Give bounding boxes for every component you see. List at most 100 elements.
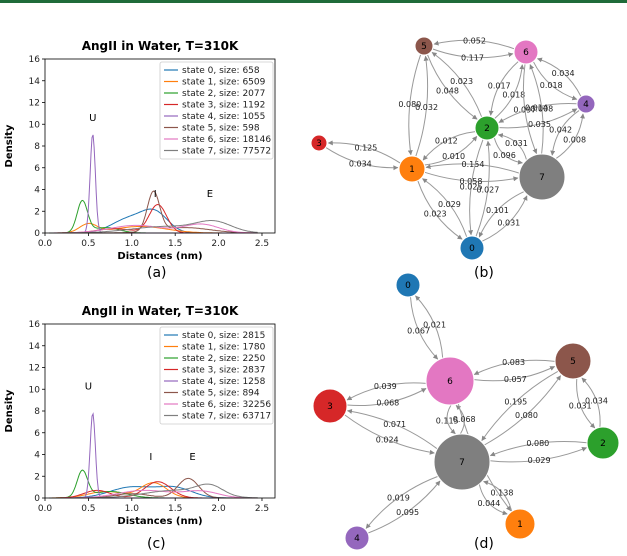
- edge-label: 0.029: [438, 200, 461, 209]
- edge-label: 0.101: [486, 206, 509, 215]
- transition-edge: [478, 484, 508, 516]
- node-label: 0: [405, 281, 411, 291]
- series-line-state-2: [49, 469, 258, 499]
- transition-edge: [498, 102, 577, 123]
- transition-edge: [550, 109, 580, 156]
- series-line-state-2: [49, 199, 258, 234]
- edge-label: 0.080: [398, 100, 421, 109]
- node-label: 6: [523, 48, 529, 58]
- edge-label: 0.048: [436, 87, 459, 96]
- transition-edge: [425, 163, 520, 174]
- caption-b: (b): [474, 265, 494, 281]
- state-annotation: E: [207, 189, 213, 200]
- transition-edge: [432, 48, 514, 59]
- node-label: 3: [316, 139, 322, 149]
- transition-edge: [576, 378, 596, 429]
- chart-title: AngII in Water, T=310K: [82, 39, 239, 53]
- x-tick-label: 0.5: [81, 239, 95, 249]
- transition-edge: [483, 480, 513, 512]
- legend-entry: state 4, size: 1258: [182, 377, 266, 387]
- panel-a: AngII in Water, T=310K 0 2 4 6 8 10 12 14 16 0.0 0.…: [0, 35, 300, 265]
- edge-label: 0.083: [502, 358, 525, 367]
- x-tick-label: 0.5: [81, 504, 95, 514]
- transition-edge: [417, 180, 463, 240]
- panel-b: 0.125 0.034 0.117 0.052 0.032 0.080 0.048 0.023…: [300, 20, 627, 275]
- x-axis-label: Distances (nm): [117, 251, 202, 262]
- top-rule: [0, 0, 627, 3]
- state-node-3: [310, 134, 328, 152]
- edge-label: 0.029: [528, 456, 551, 465]
- x-tick-label: 0.0: [38, 239, 53, 249]
- y-tick-label: 16: [29, 320, 41, 330]
- series-line-state-4: [49, 412, 258, 499]
- state-node-1: [504, 508, 536, 540]
- state-node-4: [576, 94, 596, 114]
- y-tick-label: 14: [29, 77, 41, 87]
- edge-label: 0.115: [436, 416, 459, 425]
- state-node-6: [425, 356, 475, 406]
- legend-entry: state 5, size: 598: [182, 124, 260, 134]
- transition-edge: [478, 191, 525, 238]
- legend-box: [159, 61, 274, 160]
- legend-entry: state 0, size: 2815: [182, 331, 265, 341]
- x-tick-label: 0.0: [38, 504, 53, 514]
- transition-network-b: 0.1250.0340.1170.0520.0320.0800.0480.023…: [310, 36, 596, 261]
- node-label: 0: [469, 244, 475, 254]
- y-tick-label: 2: [34, 472, 40, 482]
- node-label: 7: [539, 173, 545, 183]
- state-annotation: I: [149, 452, 152, 463]
- transition-edge: [365, 475, 439, 529]
- transition-edge: [431, 51, 483, 118]
- transition-edge: [493, 137, 523, 165]
- y-tick-label: 0: [34, 494, 40, 504]
- state-node-0: [459, 235, 485, 261]
- plot-frame: [44, 323, 276, 499]
- transition-edge: [347, 388, 427, 406]
- transition-edge: [490, 447, 587, 463]
- edge-label: 0.025: [460, 182, 483, 191]
- density-chart-c: AngII in Water, T=310K 0 2 4 6 8 10 12 14 16 0.0 0.…: [4, 304, 276, 527]
- transition-edge: [433, 39, 515, 50]
- transition-edge: [489, 440, 587, 457]
- transition-edge: [484, 375, 562, 446]
- y-axis-label: Density: [4, 389, 15, 432]
- y-tick-label: 10: [29, 385, 41, 395]
- edge-label: 0.014: [525, 103, 548, 112]
- node-label: 2: [484, 124, 490, 134]
- x-tick-label: 1.0: [125, 239, 140, 249]
- legend-entry: state 7, size: 77572: [182, 147, 271, 157]
- edge-label: 0.031: [569, 401, 592, 410]
- node-label: 4: [583, 100, 589, 110]
- edge-label: 0.031: [497, 219, 520, 228]
- transition-edge: [368, 480, 441, 534]
- edge-label: 0.010: [442, 152, 465, 161]
- edge-label: 0.012: [435, 137, 458, 146]
- y-tick-label: 6: [34, 429, 40, 439]
- state-node-5: [554, 342, 592, 380]
- x-tick-label: 1.5: [168, 504, 182, 514]
- state-node-1: [398, 155, 426, 183]
- edge-label: 0.096: [493, 151, 516, 160]
- transition-edge: [325, 147, 399, 171]
- transition-edge: [488, 61, 519, 116]
- edge-label: 0.058: [460, 177, 483, 186]
- transition-edge: [481, 195, 528, 242]
- state-node-2: [586, 426, 620, 460]
- edge-label: 0.017: [488, 82, 511, 91]
- edge-label: 0.024: [376, 436, 399, 445]
- node-label: 1: [517, 520, 523, 530]
- edge-label: 0.027: [476, 186, 499, 195]
- state-node-6: [513, 39, 539, 65]
- edge-label: 0.034: [552, 69, 575, 78]
- panel-c: AngII in Water, T=310K 0 2 4 6 8 10 12 14 16 0.0 0.…: [0, 300, 300, 530]
- transition-edge: [474, 366, 556, 382]
- y-tick-label: 0: [34, 229, 40, 239]
- transition-edge: [475, 140, 491, 237]
- edge-label: 0.008: [563, 135, 586, 144]
- edge-label: 0.034: [585, 397, 608, 406]
- transition-edge: [446, 404, 456, 435]
- y-tick-label: 14: [29, 342, 41, 352]
- legend-entry: state 6, size: 18146: [182, 135, 271, 145]
- legend-entry: state 3, size: 2837: [182, 366, 265, 376]
- node-label: 3: [327, 402, 333, 412]
